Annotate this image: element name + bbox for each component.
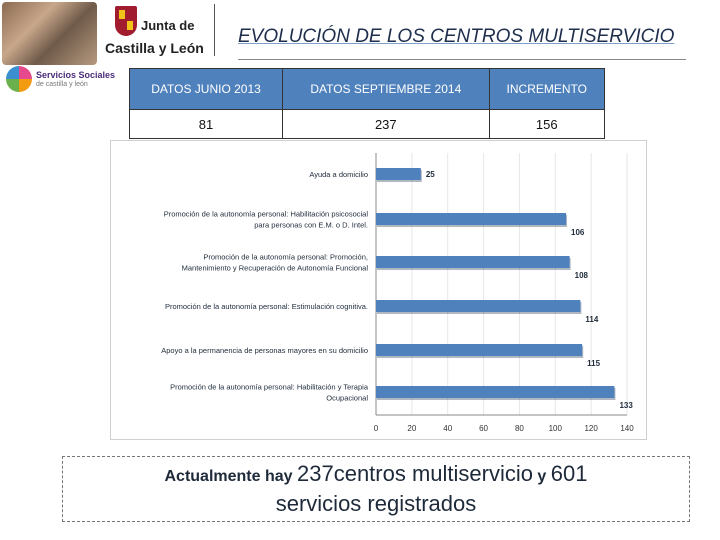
bar xyxy=(376,256,570,268)
category-label: Promoción de la autonomía personal: Habi… xyxy=(164,210,369,219)
caption-line2: servicios registrados xyxy=(275,491,477,516)
stats-header-sept-2014: DATOS SEPTIEMBRE 2014 xyxy=(282,68,490,110)
bar xyxy=(376,213,567,225)
x-tick-label: 80 xyxy=(515,424,524,433)
category-label: Mantenimiento y Recuperación de Autonomí… xyxy=(182,264,369,273)
caption-text-2: centros multiservicio xyxy=(333,461,533,486)
caption-text-1: Actualmente hay xyxy=(164,468,297,485)
social-services-line2: de castilla y león xyxy=(36,81,88,88)
logo-divider xyxy=(214,4,215,56)
category-label: Promoción de la autonomía personal: Habi… xyxy=(170,383,369,392)
caption-count-services: 601 xyxy=(550,461,588,486)
summary-caption: Actualmente hay 237centros multiservicio… xyxy=(62,456,690,522)
category-label: Promoción de la autonomía personal: Prom… xyxy=(203,253,368,262)
stats-header-june-2013: DATOS JUNIO 2013 xyxy=(128,68,284,110)
bar-chart: 0 20 40 60 80 100 120 140 25 Ayuda a domicilio 106… xyxy=(110,140,647,440)
bar xyxy=(376,344,583,356)
category-label: Promoción de la autonomía personal: Esti… xyxy=(165,302,368,311)
bar-data-label: 114 xyxy=(585,315,598,324)
junta-logo: Junta de Castilla y León xyxy=(103,4,213,58)
bar-chart-svg: 0 20 40 60 80 100 120 140 25 Ayuda a domicilio 106… xyxy=(161,153,634,433)
coat-of-arms-icon xyxy=(115,6,137,36)
x-tick-label: 60 xyxy=(479,424,488,433)
stats-value-row: 81 237 156 xyxy=(128,109,606,139)
stats-header-row: DATOS JUNIO 2013 DATOS SEPTIEMBRE 2014 I… xyxy=(128,68,606,110)
header-photo xyxy=(2,2,97,65)
bar-data-label: 106 xyxy=(571,228,585,237)
bar-data-label: 25 xyxy=(426,170,435,179)
x-tick-label: 0 xyxy=(374,424,379,433)
bar xyxy=(376,300,581,312)
bar-data-label: 108 xyxy=(575,271,589,280)
x-tick-label: 140 xyxy=(620,424,634,433)
bar xyxy=(376,386,615,398)
people-icon xyxy=(6,66,32,92)
title-rule xyxy=(238,59,686,60)
stats-value-sept-2014: 237 xyxy=(282,109,490,139)
bar xyxy=(376,168,421,180)
junta-logo-line2: Castilla y León xyxy=(105,40,204,56)
category-label: Ocupacional xyxy=(326,394,368,403)
social-services-logo: Servicios Sociales de castilla y león xyxy=(2,62,132,96)
bar-data-label: 115 xyxy=(587,359,600,368)
x-tick-label: 100 xyxy=(549,424,563,433)
stats-table: DATOS JUNIO 2013 DATOS SEPTIEMBRE 2014 I… xyxy=(128,68,606,139)
stats-header-increment: INCREMENTO xyxy=(488,68,606,110)
caption-text-3: y xyxy=(532,468,551,485)
page-title: EVOLUCIÓN DE LOS CENTROS MULTISERVICIO xyxy=(238,26,675,47)
caption-count-centers: 237 xyxy=(296,461,334,486)
social-services-line1: Servicios Sociales xyxy=(36,70,116,80)
junta-logo-line1: Junta de xyxy=(141,18,195,33)
caption-line1: Actualmente hay 237centros multiservicio… xyxy=(63,461,689,487)
category-label: Ayuda a domicilio xyxy=(309,170,368,179)
category-label: Apoyo a la permanencia de personas mayor… xyxy=(161,346,368,355)
x-tick-label: 120 xyxy=(584,424,598,433)
bar-data-label: 133 xyxy=(619,401,633,410)
x-tick-label: 40 xyxy=(443,424,452,433)
category-label: para personas con E.M. o D. Intel. xyxy=(254,221,368,230)
stats-value-increment: 156 xyxy=(488,109,606,139)
x-tick-label: 20 xyxy=(407,424,416,433)
stats-value-june-2013: 81 xyxy=(128,109,284,139)
